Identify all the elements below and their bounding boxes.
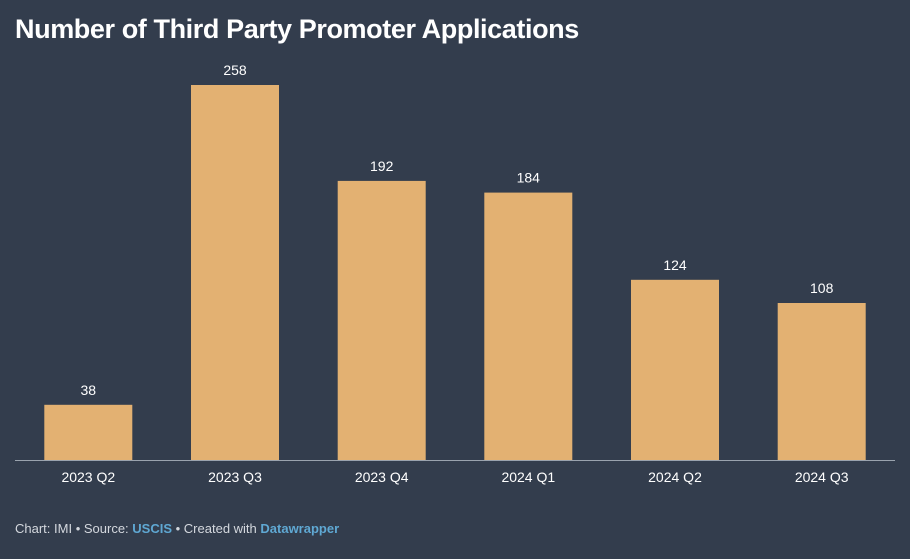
bar-value-label: 184 bbox=[517, 170, 541, 186]
bar-value-label: 38 bbox=[81, 382, 97, 398]
bar bbox=[191, 85, 279, 460]
bar-value-label: 192 bbox=[370, 158, 394, 174]
bar-value-label: 258 bbox=[223, 62, 247, 78]
x-tick-label: 2024 Q1 bbox=[501, 469, 555, 485]
chart-footer: Chart: IMI • Source: USCIS • Created wit… bbox=[15, 521, 339, 536]
source-label: Source: bbox=[83, 521, 133, 536]
footer-separator: • bbox=[72, 521, 84, 536]
datawrapper-link[interactable]: Datawrapper bbox=[260, 521, 340, 536]
bar-value-label: 108 bbox=[810, 280, 834, 296]
bar bbox=[484, 192, 573, 460]
bar bbox=[337, 180, 426, 460]
chart-credit: Chart: IMI bbox=[15, 521, 73, 536]
footer-separator: • bbox=[172, 521, 184, 536]
created-with-label: Created with bbox=[183, 521, 261, 536]
x-tick-label: 2023 Q3 bbox=[208, 469, 262, 485]
x-tick-label: 2023 Q2 bbox=[61, 469, 115, 485]
bar bbox=[777, 303, 866, 460]
bar bbox=[631, 279, 719, 460]
source-link[interactable]: USCIS bbox=[132, 521, 173, 536]
x-tick-label: 2024 Q3 bbox=[795, 469, 849, 485]
bar bbox=[44, 404, 133, 460]
bar-value-label: 124 bbox=[663, 257, 687, 273]
chart-title: Number of Third Party Promoter Applicati… bbox=[15, 14, 579, 44]
x-tick-label: 2023 Q4 bbox=[355, 469, 409, 485]
x-tick-label: 2024 Q2 bbox=[648, 469, 702, 485]
